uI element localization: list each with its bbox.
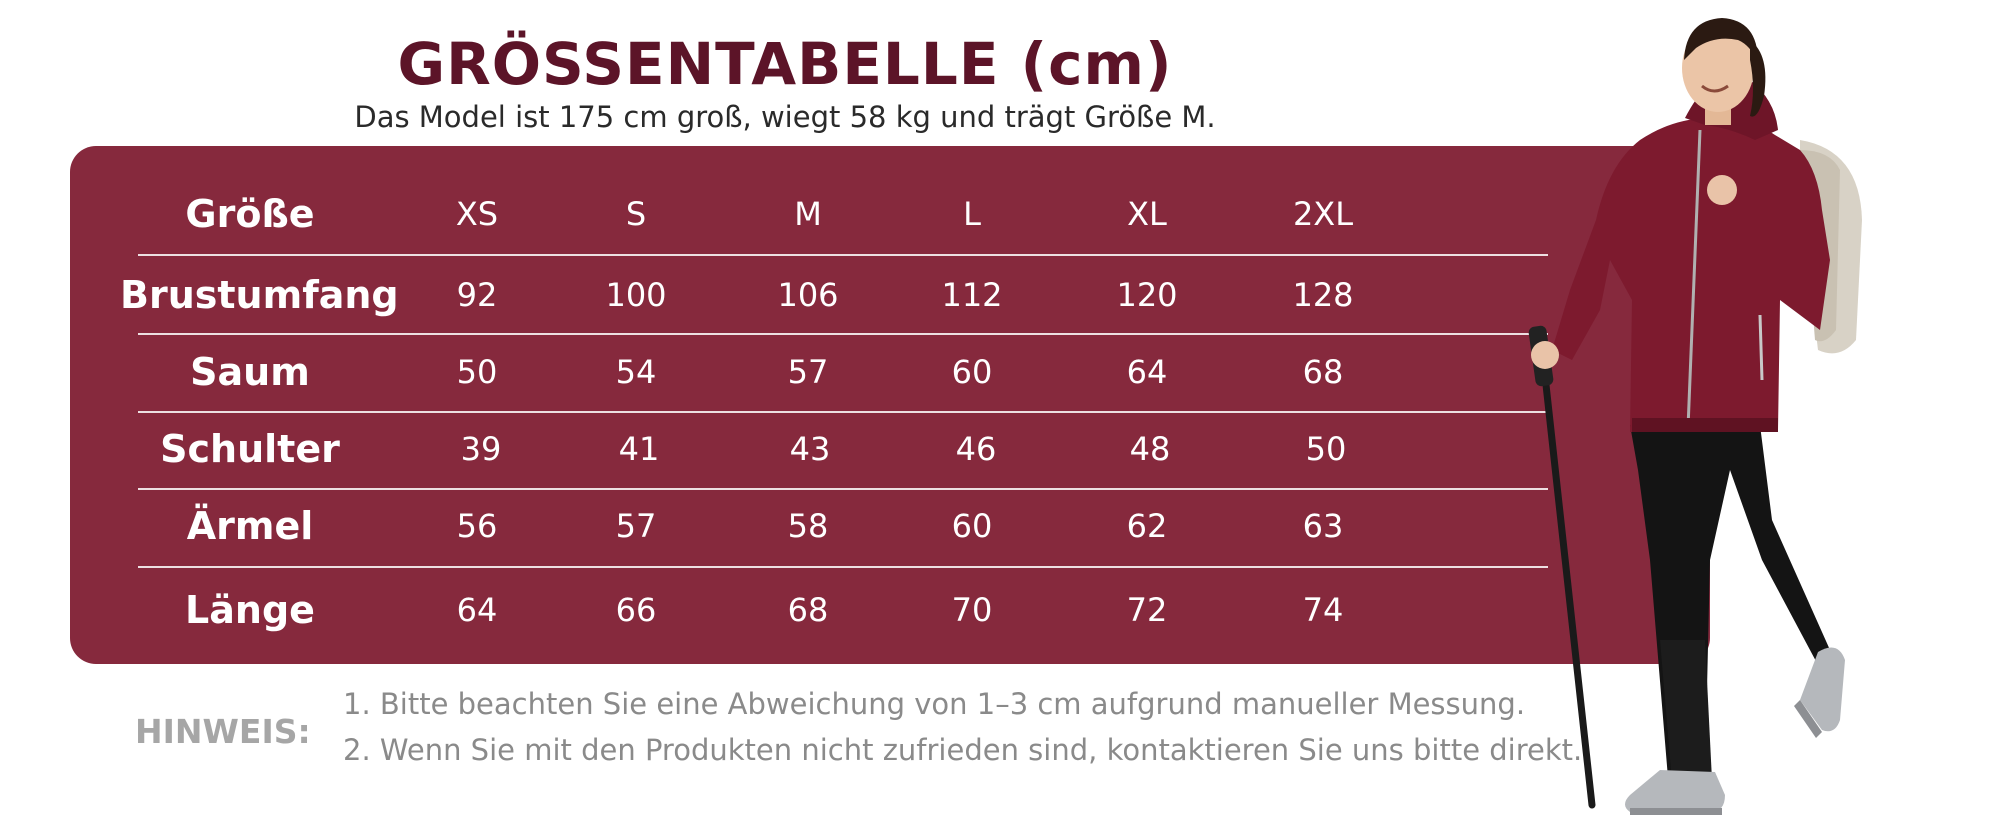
table-row: Saum 50 54 57 60 64 68 — [70, 333, 1630, 411]
size-table-panel: Größe XS S M L XL 2XL Brustumfang 92 100… — [70, 146, 1710, 664]
table-cell: 46 — [955, 430, 997, 468]
table-cell: 41 — [618, 430, 660, 468]
divider — [138, 333, 1548, 335]
table-cell: 60 — [951, 353, 993, 391]
size-xl: XL — [1127, 195, 1167, 233]
row-label: Ärmel — [186, 504, 314, 548]
table-cell: 68 — [1302, 353, 1344, 391]
model-photo — [1528, 18, 1862, 815]
size-xs: XS — [455, 195, 499, 233]
table-cell: 100 — [605, 276, 667, 314]
table-cell: 58 — [787, 507, 829, 545]
row-label: Schulter — [160, 427, 340, 471]
row-label: Länge — [185, 588, 315, 632]
divider — [138, 488, 1548, 490]
table-cell: 70 — [951, 591, 993, 629]
table-cell: 128 — [1292, 276, 1354, 314]
divider — [138, 566, 1548, 568]
table-cell: 48 — [1129, 430, 1171, 468]
table-cell: 112 — [941, 276, 1003, 314]
table-row: Ärmel 56 57 58 60 62 63 — [70, 487, 1630, 565]
table-cell: 120 — [1116, 276, 1178, 314]
table-cell: 62 — [1126, 507, 1168, 545]
table-cell: 54 — [615, 353, 657, 391]
table-cell: 64 — [456, 591, 498, 629]
hint-item-1: 1. Bitte beachten Sie eine Abweichung vo… — [343, 687, 1526, 721]
table-header-row: Größe XS S M L XL 2XL — [70, 175, 1630, 253]
table-cell: 43 — [789, 430, 831, 468]
hint-label: HINWEIS: — [135, 712, 311, 751]
table-cell: 66 — [615, 591, 657, 629]
page-subtitle: Das Model ist 175 cm groß, wiegt 58 kg u… — [354, 100, 1216, 134]
size-2xl: 2XL — [1292, 195, 1354, 233]
table-cell: 50 — [456, 353, 498, 391]
table-cell: 68 — [787, 591, 829, 629]
size-m: M — [794, 195, 822, 233]
table-row: Schulter 39 41 43 46 48 50 — [70, 410, 1630, 488]
page-title: GRÖSSENTABELLE (cm) — [397, 30, 1173, 98]
table-cell: 74 — [1302, 591, 1344, 629]
table-cell: 57 — [615, 507, 657, 545]
table-cell: 57 — [787, 353, 829, 391]
divider — [138, 411, 1548, 413]
size-s: S — [625, 195, 647, 233]
divider — [138, 254, 1548, 256]
table-cell: 50 — [1305, 430, 1347, 468]
table-cell: 39 — [460, 430, 502, 468]
header-label: Größe — [185, 192, 315, 236]
table-row: Länge 64 66 68 70 72 74 — [70, 571, 1630, 649]
table-row: Brustumfang 92 100 106 112 120 128 — [70, 256, 1630, 334]
row-label: Brustumfang — [120, 273, 399, 317]
table-cell: 63 — [1302, 507, 1344, 545]
table-cell: 56 — [456, 507, 498, 545]
size-l: L — [963, 195, 981, 233]
table-cell: 92 — [456, 276, 498, 314]
row-label: Saum — [190, 350, 310, 394]
table-cell: 64 — [1126, 353, 1168, 391]
table-cell: 60 — [951, 507, 993, 545]
table-cell: 106 — [777, 276, 839, 314]
table-cell: 72 — [1126, 591, 1168, 629]
hint-item-2: 2. Wenn Sie mit den Produkten nicht zufr… — [343, 733, 1583, 767]
